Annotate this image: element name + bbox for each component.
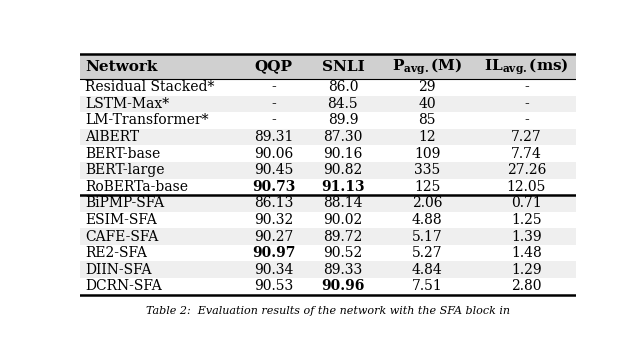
Text: 0.71: 0.71 xyxy=(511,196,542,210)
Text: Network: Network xyxy=(85,60,157,74)
Text: RoBERTa-base: RoBERTa-base xyxy=(85,180,188,194)
Text: 40: 40 xyxy=(419,97,436,111)
Text: 86.13: 86.13 xyxy=(253,196,293,210)
Text: 90.06: 90.06 xyxy=(254,147,293,160)
Text: 85: 85 xyxy=(419,113,436,127)
Bar xyxy=(80,178,576,195)
Text: -: - xyxy=(524,97,529,111)
Text: 2.06: 2.06 xyxy=(412,196,442,210)
Text: 89.72: 89.72 xyxy=(323,230,363,243)
Text: 4.88: 4.88 xyxy=(412,213,442,227)
Text: CAFE-SFA: CAFE-SFA xyxy=(85,230,158,243)
Bar xyxy=(80,95,576,112)
Text: 7.27: 7.27 xyxy=(511,130,542,144)
Text: 90.97: 90.97 xyxy=(252,246,295,260)
Text: LSTM-Max*: LSTM-Max* xyxy=(85,97,169,111)
Bar xyxy=(80,228,576,245)
Bar xyxy=(80,79,576,95)
Text: 90.82: 90.82 xyxy=(323,163,362,177)
Text: BERT-base: BERT-base xyxy=(85,147,160,160)
Text: QQP: QQP xyxy=(255,60,292,74)
Bar xyxy=(80,145,576,162)
Text: 7.51: 7.51 xyxy=(412,279,443,293)
Text: 90.16: 90.16 xyxy=(323,147,363,160)
Text: AlBERT: AlBERT xyxy=(85,130,139,144)
Bar xyxy=(80,261,576,278)
Text: 90.34: 90.34 xyxy=(253,263,293,277)
Text: 89.33: 89.33 xyxy=(323,263,362,277)
Text: 1.25: 1.25 xyxy=(511,213,541,227)
Text: -: - xyxy=(524,80,529,94)
Text: 1.48: 1.48 xyxy=(511,246,542,260)
Text: Table 2:  Evaluation results of the network with the SFA block in: Table 2: Evaluation results of the netwo… xyxy=(146,306,510,316)
Text: 7.74: 7.74 xyxy=(511,147,542,160)
Text: DCRN-SFA: DCRN-SFA xyxy=(85,279,162,293)
Text: 89.31: 89.31 xyxy=(253,130,293,144)
Text: 87.30: 87.30 xyxy=(323,130,363,144)
Text: 4.84: 4.84 xyxy=(412,263,443,277)
Text: Residual Stacked*: Residual Stacked* xyxy=(85,80,214,94)
Text: LM-Transformer*: LM-Transformer* xyxy=(85,113,209,127)
Text: 109: 109 xyxy=(414,147,440,160)
Text: -: - xyxy=(271,80,276,94)
Bar xyxy=(80,245,576,261)
Text: BiPMP-SFA: BiPMP-SFA xyxy=(85,196,164,210)
Bar xyxy=(80,195,576,212)
Text: 90.27: 90.27 xyxy=(253,230,293,243)
Text: 1.39: 1.39 xyxy=(511,230,541,243)
Text: 86.0: 86.0 xyxy=(328,80,358,94)
Text: 90.45: 90.45 xyxy=(253,163,293,177)
Text: 90.02: 90.02 xyxy=(323,213,362,227)
Text: BERT-large: BERT-large xyxy=(85,163,164,177)
Text: RE2-SFA: RE2-SFA xyxy=(85,246,147,260)
Bar xyxy=(80,54,576,79)
Text: -: - xyxy=(271,113,276,127)
Bar xyxy=(80,278,576,295)
Bar xyxy=(80,112,576,129)
Text: 90.73: 90.73 xyxy=(252,180,295,194)
Text: 125: 125 xyxy=(414,180,440,194)
Text: 88.14: 88.14 xyxy=(323,196,363,210)
Text: 335: 335 xyxy=(414,163,440,177)
Text: 27.26: 27.26 xyxy=(507,163,546,177)
Text: SNLI: SNLI xyxy=(321,60,364,74)
Text: 90.52: 90.52 xyxy=(323,246,362,260)
Text: 29: 29 xyxy=(419,80,436,94)
Bar xyxy=(80,162,576,178)
Bar xyxy=(80,212,576,228)
Text: 89.9: 89.9 xyxy=(328,113,358,127)
Text: -: - xyxy=(524,113,529,127)
Text: 12: 12 xyxy=(419,130,436,144)
Text: 84.5: 84.5 xyxy=(328,97,358,111)
Text: 5.27: 5.27 xyxy=(412,246,442,260)
Text: ESIM-SFA: ESIM-SFA xyxy=(85,213,157,227)
Text: P$_{\mathregular{avg.}}$(M): P$_{\mathregular{avg.}}$(M) xyxy=(392,56,462,77)
Text: 90.96: 90.96 xyxy=(321,279,365,293)
Text: 90.53: 90.53 xyxy=(254,279,293,293)
Bar xyxy=(80,129,576,145)
Text: 91.13: 91.13 xyxy=(321,180,365,194)
Text: 1.29: 1.29 xyxy=(511,263,541,277)
Text: -: - xyxy=(271,97,276,111)
Text: IL$_{\mathregular{avg.}}$(ms): IL$_{\mathregular{avg.}}$(ms) xyxy=(484,56,569,77)
Text: 5.17: 5.17 xyxy=(412,230,443,243)
Text: 2.80: 2.80 xyxy=(511,279,541,293)
Text: 90.32: 90.32 xyxy=(254,213,293,227)
Text: 12.05: 12.05 xyxy=(507,180,546,194)
Text: DIIN-SFA: DIIN-SFA xyxy=(85,263,152,277)
